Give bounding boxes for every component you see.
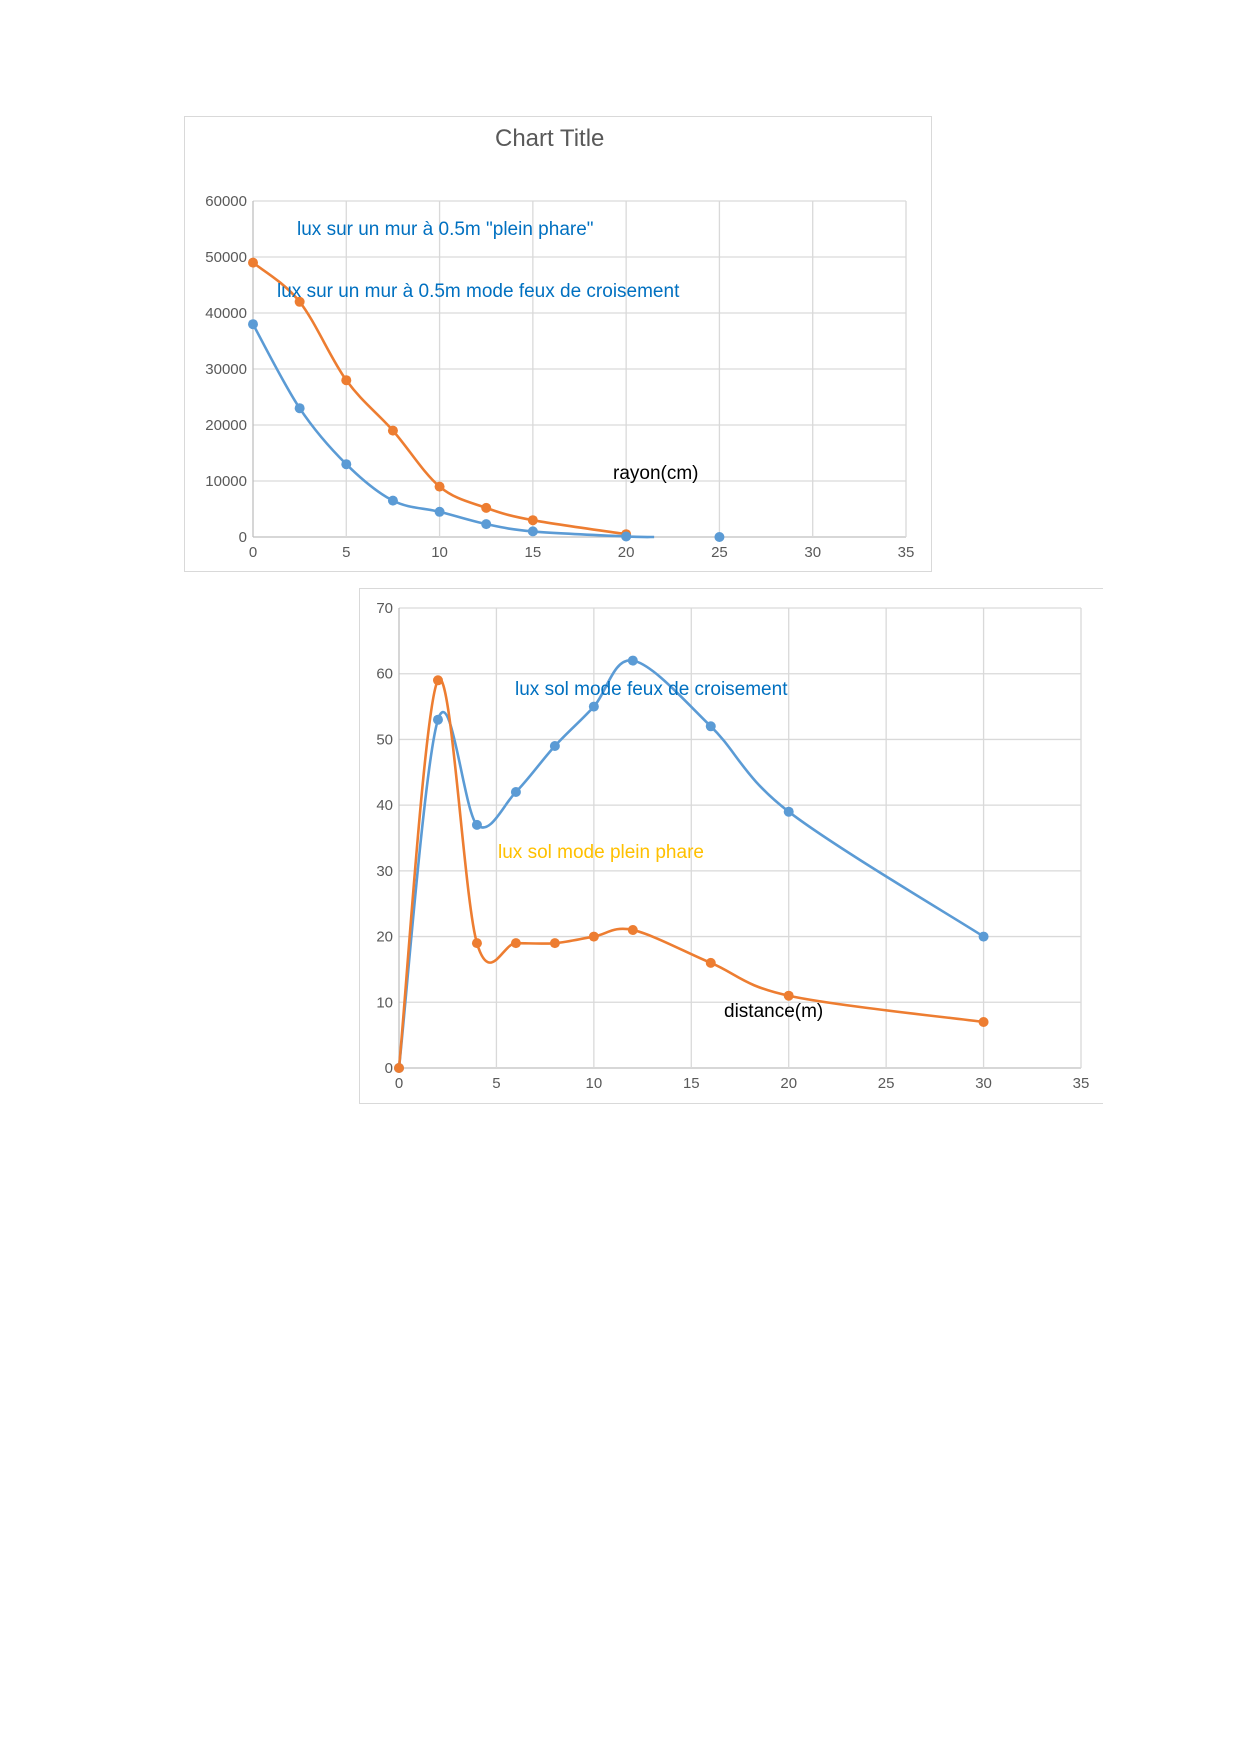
annotation-feux-croisement: lux sur un mur à 0.5m mode feux de crois… xyxy=(277,281,680,302)
y-tick-label: 50000 xyxy=(205,249,247,266)
x-axis-label: rayon(cm) xyxy=(613,463,699,484)
y-tick-label: 20 xyxy=(376,929,393,946)
y-tick-label: 40 xyxy=(376,797,393,814)
data-point xyxy=(549,938,560,949)
y-tick-label: 60 xyxy=(376,666,393,683)
data-point xyxy=(432,675,443,686)
x-tick-label: 25 xyxy=(711,544,728,561)
annotation-plein-phare: lux sol mode plein phare xyxy=(498,842,704,863)
chart-2: 0 10 20 30 40 50 60 70 0 5 10 15 20 25 30 35 lux sol mo… xyxy=(359,588,1103,1104)
data-point xyxy=(434,481,445,492)
x-tick-label: 15 xyxy=(525,544,542,561)
data-point xyxy=(471,819,482,830)
data-point xyxy=(588,701,599,712)
data-point xyxy=(627,925,638,935)
annotation-feux-croisement: lux sol mode feux de croisement xyxy=(515,679,788,700)
x-tick-label: 35 xyxy=(1073,1075,1090,1092)
data-point xyxy=(387,495,398,506)
data-point xyxy=(434,506,445,517)
x-tick-label: 15 xyxy=(683,1075,700,1092)
data-point xyxy=(783,990,794,1001)
x-axis-label: distance(m) xyxy=(724,1001,824,1022)
data-point xyxy=(341,459,352,470)
chart-1: 0 10000 20000 30000 40000 50000 60000 0 5 10 15 20 2… xyxy=(184,116,932,572)
x-tick-label: 5 xyxy=(492,1075,500,1092)
chart-1-plot: 0 10000 20000 30000 40000 50000 60000 0 5 10 15 20 2… xyxy=(205,193,915,561)
annotation-plein-phare: lux sur un mur à 0.5m "plein phare" xyxy=(297,219,594,240)
data-point xyxy=(294,403,305,414)
y-tick-label: 0 xyxy=(385,1060,393,1077)
x-tick-label: 10 xyxy=(431,544,448,561)
data-point xyxy=(978,1017,989,1027)
data-point xyxy=(341,375,352,386)
data-point xyxy=(527,526,538,537)
x-tick-label: 30 xyxy=(804,544,821,561)
x-tick-label: 0 xyxy=(249,544,257,561)
chart-title: Chart Title xyxy=(495,125,605,152)
data-point xyxy=(481,502,492,513)
data-point xyxy=(627,655,638,666)
y-tick-label: 30 xyxy=(376,863,393,880)
x-tick-label: 30 xyxy=(975,1075,992,1092)
y-tick-label: 60000 xyxy=(205,193,247,210)
data-point xyxy=(705,721,716,732)
data-point xyxy=(248,257,258,268)
data-point xyxy=(471,938,482,949)
x-tick-label: 0 xyxy=(395,1075,403,1092)
chart-2-plot: 0 10 20 30 40 50 60 70 0 5 10 15 20 25 30 35 xyxy=(376,600,1090,1092)
data-point xyxy=(588,931,599,942)
y-tick-label: 20000 xyxy=(205,417,247,434)
data-point xyxy=(621,531,632,542)
data-point xyxy=(481,519,492,530)
data-point xyxy=(705,957,716,968)
data-point xyxy=(510,938,521,949)
data-point xyxy=(527,515,538,526)
data-point xyxy=(783,806,794,817)
x-tick-label: 20 xyxy=(618,544,635,561)
data-point xyxy=(549,741,560,751)
x-tick-label: 5 xyxy=(342,544,350,561)
data-point xyxy=(387,425,398,436)
data-point xyxy=(432,714,443,725)
y-tick-label: 0 xyxy=(239,529,247,546)
x-tick-label: 25 xyxy=(878,1075,895,1092)
x-tick-label: 20 xyxy=(780,1075,797,1092)
data-point xyxy=(248,319,258,330)
y-tick-label: 70 xyxy=(376,600,393,617)
x-tick-label: 35 xyxy=(898,544,915,561)
data-point xyxy=(394,1063,404,1073)
x-tick-label: 10 xyxy=(586,1075,603,1092)
y-tick-label: 10000 xyxy=(205,473,247,490)
y-tick-label: 40000 xyxy=(205,305,247,322)
y-tick-label: 50 xyxy=(376,731,393,748)
y-tick-label: 30000 xyxy=(205,361,247,378)
data-point xyxy=(510,787,521,797)
data-point xyxy=(294,296,305,307)
series-line xyxy=(251,323,655,539)
data-point xyxy=(714,532,725,542)
data-point xyxy=(978,931,989,942)
y-tick-label: 10 xyxy=(376,994,393,1011)
